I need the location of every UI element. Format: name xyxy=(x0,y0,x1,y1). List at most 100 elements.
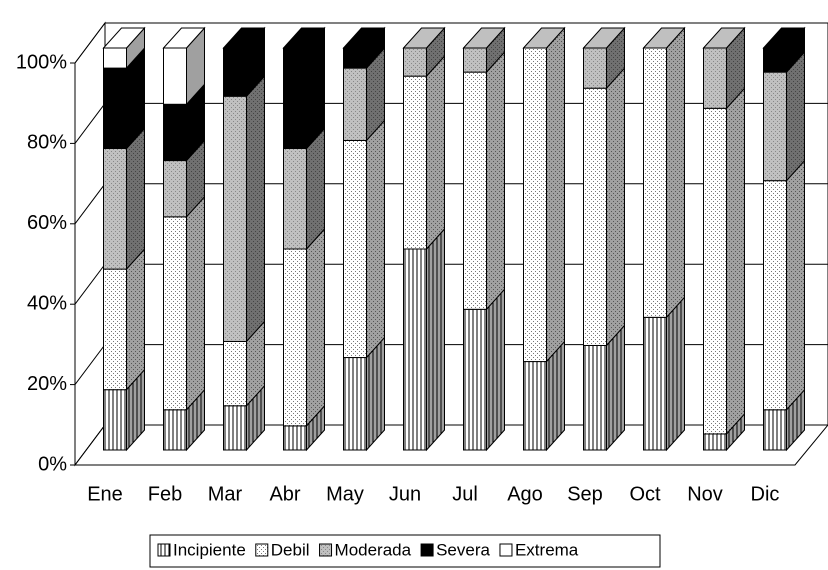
bar xyxy=(343,67,367,141)
bar-top xyxy=(462,27,506,49)
bar xyxy=(223,405,247,451)
bar-side xyxy=(786,50,805,182)
bar-side xyxy=(726,86,745,436)
bar-side xyxy=(486,287,505,452)
bar-top xyxy=(162,27,206,49)
bar xyxy=(223,95,247,342)
bar xyxy=(103,268,127,391)
x-tick-label: Ene xyxy=(87,483,123,505)
bar-side xyxy=(786,159,805,412)
bar xyxy=(163,160,187,218)
legend-label: Incipiente xyxy=(173,540,246,559)
legend-label: Moderada xyxy=(335,540,412,559)
bar xyxy=(163,409,187,451)
bar xyxy=(763,409,787,451)
bar-side xyxy=(666,26,685,319)
bar xyxy=(283,248,307,427)
legend-box xyxy=(149,534,661,568)
bar-top xyxy=(102,27,146,49)
bar xyxy=(523,361,547,451)
side-wall xyxy=(74,21,106,467)
grid-line xyxy=(74,22,828,64)
x-tick-label: May xyxy=(326,483,364,505)
bar xyxy=(163,216,187,411)
y-tick-label: 60% xyxy=(27,212,67,234)
bar xyxy=(643,316,667,451)
bar xyxy=(463,47,487,73)
bar xyxy=(763,47,787,73)
legend-swatch xyxy=(157,543,171,557)
y-tick-label: 100% xyxy=(16,51,67,73)
bar-top xyxy=(642,27,686,49)
legend-label: Severa xyxy=(436,540,490,559)
bar xyxy=(283,47,307,149)
bar xyxy=(343,47,367,69)
y-tick-label: 40% xyxy=(27,292,67,314)
bar-side xyxy=(306,127,325,251)
bar-side xyxy=(606,324,625,452)
x-tick-label: Feb xyxy=(148,483,182,505)
bar-top xyxy=(282,27,326,49)
bar xyxy=(343,357,367,451)
x-tick-label: Nov xyxy=(687,483,723,505)
bar xyxy=(283,425,307,451)
bar xyxy=(463,71,487,310)
legend-swatch xyxy=(420,543,434,557)
bar xyxy=(643,47,667,318)
bar-top xyxy=(702,27,746,49)
legend-swatch xyxy=(499,543,513,557)
bar-side xyxy=(486,50,505,311)
bar xyxy=(103,47,127,69)
bar xyxy=(223,47,247,97)
bar-top xyxy=(402,27,446,49)
bar-side xyxy=(546,26,565,363)
bar xyxy=(583,87,607,346)
bar xyxy=(523,47,547,363)
y-tick-label: 0% xyxy=(38,453,67,475)
y-tick-label: 20% xyxy=(27,373,67,395)
bar xyxy=(403,248,427,451)
bar-side xyxy=(666,296,685,452)
bar xyxy=(403,47,427,77)
bar xyxy=(343,139,367,359)
x-tick-label: Oct xyxy=(629,483,661,505)
bar xyxy=(283,148,307,250)
bar xyxy=(403,75,427,250)
bar-top xyxy=(582,27,626,49)
bar-side xyxy=(186,195,205,412)
bar-side xyxy=(126,247,145,392)
x-tick-label: Jul xyxy=(452,483,478,505)
bar xyxy=(103,389,127,451)
x-tick-label: Sep xyxy=(567,483,603,505)
bar xyxy=(163,103,187,162)
bar-top xyxy=(342,27,386,49)
bar xyxy=(463,308,487,451)
bar xyxy=(163,47,187,105)
x-tick-label: Jun xyxy=(389,483,421,505)
bar-side xyxy=(606,66,625,347)
bar xyxy=(103,148,127,270)
bar xyxy=(583,344,607,451)
x-tick-label: Dic xyxy=(751,483,780,505)
bar xyxy=(583,47,607,89)
bar xyxy=(763,71,787,182)
x-tick-label: Abr xyxy=(269,483,300,505)
bar-side xyxy=(306,227,325,428)
bar-top xyxy=(522,27,566,49)
bar xyxy=(763,180,787,411)
legend-label: Extrema xyxy=(515,540,579,559)
bar-side xyxy=(126,127,145,271)
legend-swatch xyxy=(319,543,333,557)
y-tick-label: 80% xyxy=(27,132,67,154)
bar xyxy=(103,67,127,149)
legend: Incipiente Debil Moderada Severa Extrema xyxy=(157,540,579,559)
bar-side xyxy=(426,54,445,251)
bar xyxy=(703,47,727,109)
bar-top xyxy=(762,27,806,49)
bar-side xyxy=(426,227,445,452)
bar-side xyxy=(306,26,325,150)
bar xyxy=(703,107,727,435)
bar-side xyxy=(246,74,265,343)
